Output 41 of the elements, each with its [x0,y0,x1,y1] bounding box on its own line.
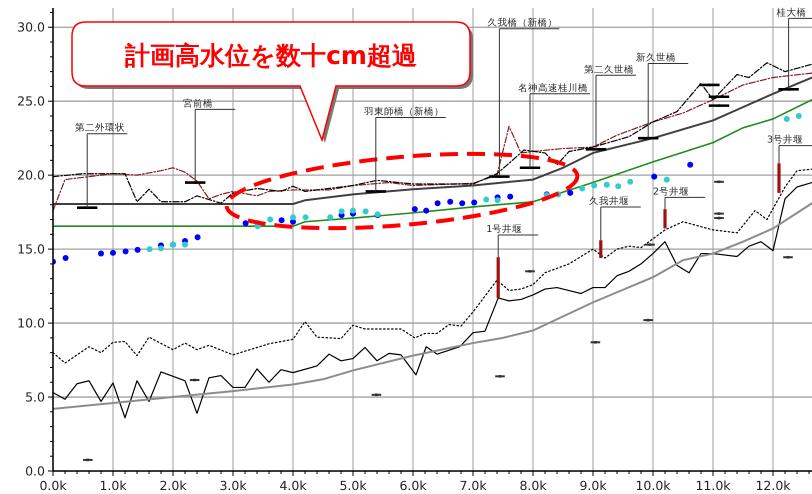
y-tick-label: 5.0 [25,390,46,405]
annotation: 宮前橋 [183,97,214,110]
annotation: 新久世橋 [636,51,676,64]
x-tick-label: 10.0k [635,478,672,493]
annotation: 3号井堰 [767,134,804,146]
x-tick-label: 6.0k [399,478,428,493]
annotation: 2号井堰 [653,186,706,210]
annotation: 羽東師橋（新橋） [364,106,446,192]
annotation: 第二外環状 [75,122,126,134]
x-tick-label: 8.0k [519,478,548,493]
y-tick-label: 0.0 [25,464,46,478]
y-tick-label: 30.0 [17,20,46,35]
annotation: 久我橋（新橋） [487,16,558,29]
annotation: 久我井堰 [588,196,642,241]
annotation: 第二外環状 [75,122,128,208]
annotation: 3号井堰 [767,134,812,164]
x-tick-label: 1.0k [99,478,128,493]
x-tick-label: 9.0k [579,478,608,493]
x-tick-label: 2.0k [159,478,188,493]
x-tick-label: 0.0k [39,478,68,493]
y-tick-label: 20.0 [17,168,46,183]
annotation: 桂大橋 [776,7,812,90]
x-tick-label: 4.0k [279,478,308,493]
x-tick-label: 5.0k [339,478,368,493]
annotation: 桂大橋 [776,6,807,18]
annotation: 第二久世橋 [584,63,634,76]
annotation: 1号井堰 [486,223,522,236]
y-tick-label: 15.0 [17,242,46,257]
x-tick-label: 12.0k [755,478,792,493]
annotation: 宮前橋 [183,98,236,184]
annotation: 羽東師橋（新橋） [364,105,444,118]
y-tick-label: 25.0 [17,94,46,109]
x-tick-label: 11.0k [695,478,732,493]
annotation: 2号井堰 [653,185,690,198]
x-tick-label: 3.0k [219,478,248,493]
x-tick-label: 7.0k [459,478,488,493]
annotation: 計画高水位を数十cm超過 [124,41,417,70]
annotation: 新久世橋 [636,52,689,139]
annotation: 久我井堰 [588,194,629,207]
annotation: 1号井堰 [486,224,539,258]
y-tick-label: 10.0 [17,316,46,331]
